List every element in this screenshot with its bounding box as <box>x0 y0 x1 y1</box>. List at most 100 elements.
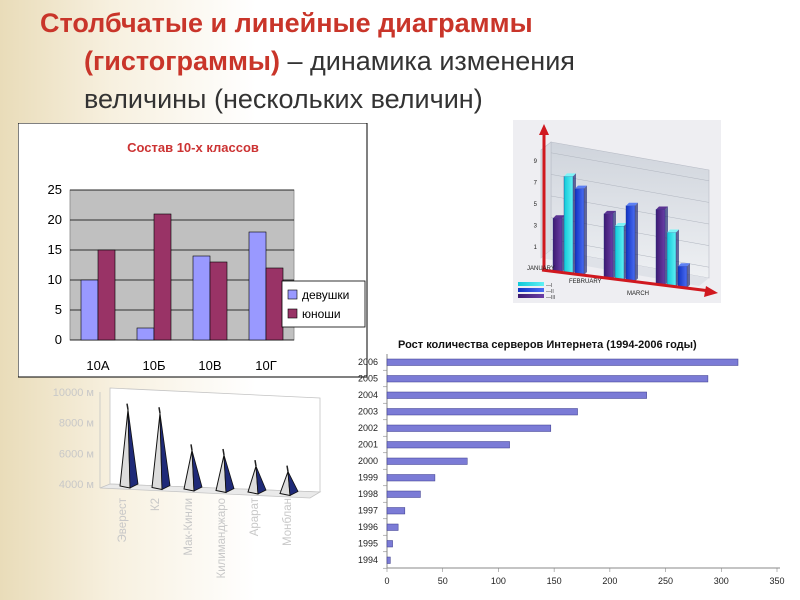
y-tick-label: 4000 м <box>59 479 94 491</box>
peak-tip <box>254 460 257 467</box>
bar <box>552 218 563 273</box>
legend: —I —II —III <box>518 282 555 301</box>
y-tick-label: 5 <box>534 202 538 208</box>
bar-side <box>687 263 690 288</box>
y-tick-label: 8000 м <box>59 418 94 430</box>
y-tick-label: 1 <box>534 245 538 251</box>
bar <box>614 225 625 281</box>
svg-text:Монблан: Монблан <box>282 498 294 546</box>
x-axis-labels: JANUARY FEBRUARY MARCH <box>527 266 649 297</box>
bar-top <box>553 215 565 219</box>
x-tick-label: 300 <box>714 576 729 586</box>
bar-side <box>635 202 638 282</box>
x-tick-label: Мак-Кинли <box>183 498 195 556</box>
bars <box>80 213 284 341</box>
legend-label-3: —III <box>546 295 555 301</box>
y-tick-label: 2006 <box>358 357 378 367</box>
y-tick-label: 2004 <box>358 390 378 400</box>
legend-swatch-girls <box>287 289 298 300</box>
slide-title-line-2: (гистограммы) – динамика изменения <box>84 48 575 75</box>
bars <box>386 358 739 564</box>
bar-side <box>584 185 587 275</box>
bar <box>386 358 739 366</box>
x-tick-label: 200 <box>602 576 617 586</box>
chart-title: Состав 10-х классов <box>127 140 259 155</box>
x-tick-label: 10Б <box>143 358 166 373</box>
svg-text:Арарат: Арарат <box>249 497 261 536</box>
y-tick-label: 2001 <box>358 440 378 450</box>
y-tick-label: 5 <box>55 302 62 317</box>
bar-top <box>615 223 627 226</box>
bar <box>386 457 468 465</box>
bar <box>386 441 510 449</box>
y-tick-label: 1996 <box>358 522 378 532</box>
x-axis-labels: Эверест К2 Мак-Кинли Килиманджаро Арарат Монб… <box>117 497 294 578</box>
peak-tip <box>126 403 129 410</box>
y-axis-labels: 1994 1995 1996 1997 1998 1999 2000 2001 2002 2003… <box>358 357 387 569</box>
bar <box>386 507 406 515</box>
bar-girls <box>248 231 267 341</box>
bar-top <box>626 202 638 206</box>
bar-top <box>667 229 679 233</box>
bar <box>625 205 636 282</box>
bar-top <box>656 206 668 210</box>
monthly-3d-bar-chart: 1 3 5 7 9 JANUARY FEBRUARY MARCH —I —II —III <box>513 120 721 303</box>
slide-title-red: Столбчатые и линейные диаграммы <box>40 8 533 38</box>
bar <box>386 375 709 383</box>
bar <box>655 209 666 286</box>
bar <box>386 540 393 548</box>
peak-tip <box>190 444 193 451</box>
x-tick-label: 10А <box>86 358 109 373</box>
x-tick-label: 350 <box>769 576 784 586</box>
bar-girls <box>192 255 211 341</box>
x-tick-label: FEBRUARY <box>569 279 602 285</box>
x-tick-label: Эверест <box>117 497 129 542</box>
peak-side <box>223 454 235 494</box>
slide-title-dash: – динамика изменения <box>279 46 575 76</box>
y-tick-label: 3 <box>534 224 538 230</box>
x-tick-label: Килиманджаро <box>216 498 228 579</box>
bar-boys <box>265 267 284 341</box>
svg-text:Мак-Кинли: Мак-Кинли <box>183 498 195 556</box>
svg-text:Эверест: Эверест <box>117 497 129 542</box>
internet-servers-chart: Рост количества серверов Интернета (1994… <box>358 339 785 586</box>
chart-title: Рост количества серверов Интернета (1994… <box>398 339 697 351</box>
y-tick-label: 15 <box>48 242 62 257</box>
x-tick-label: JANUARY <box>527 266 555 272</box>
bar-boys <box>209 261 228 341</box>
mountain-heights-chart: 4000 м 6000 м 8000 м 10000 м Эверест К2 Мак-К… <box>53 387 322 579</box>
bar <box>386 523 399 531</box>
x-tick-label: 50 <box>438 576 448 586</box>
slide-title-red-paren: (гистограммы) <box>84 46 280 76</box>
y-tick-label: 2003 <box>358 407 378 417</box>
legend-label-2: —II <box>546 289 554 295</box>
bar-top <box>564 173 576 177</box>
bar <box>386 408 578 416</box>
slide-title-line-1: Столбчатые и линейные диаграммы <box>40 10 533 37</box>
x-tick-label: MARCH <box>627 291 649 297</box>
y-tick-label: 1995 <box>358 539 378 549</box>
y-axis-arrow <box>539 124 549 135</box>
y-tick-label: 1998 <box>358 489 378 499</box>
y-tick-label: 2002 <box>358 423 378 433</box>
x-tick-label: 100 <box>491 576 506 586</box>
legend: девушки юноши <box>281 280 366 328</box>
legend-label-1: —I <box>546 283 552 289</box>
bar-boys <box>153 213 172 341</box>
y-tick-label: 2000 <box>358 456 378 466</box>
gridline <box>550 152 710 182</box>
peak-tip <box>222 448 225 456</box>
peak-side <box>127 409 139 489</box>
legend-label-girls: девушки <box>302 288 349 302</box>
peak-side <box>287 471 299 497</box>
y-tick-label: 7 <box>534 180 538 186</box>
x-tick-label: К2 <box>150 498 162 511</box>
x-axis-ticks: 0 50 100 150 200 250 300 350 <box>384 568 785 586</box>
x-tick-label: Монблан <box>282 498 294 546</box>
peak-side <box>191 450 203 492</box>
x-axis-labels: 10А 10Б 10В 10Г <box>86 358 276 373</box>
bar <box>386 391 647 399</box>
x-tick-label: 150 <box>547 576 562 586</box>
legend-label-boys: юноши <box>302 307 341 321</box>
legend-swatch-boys <box>287 308 298 319</box>
